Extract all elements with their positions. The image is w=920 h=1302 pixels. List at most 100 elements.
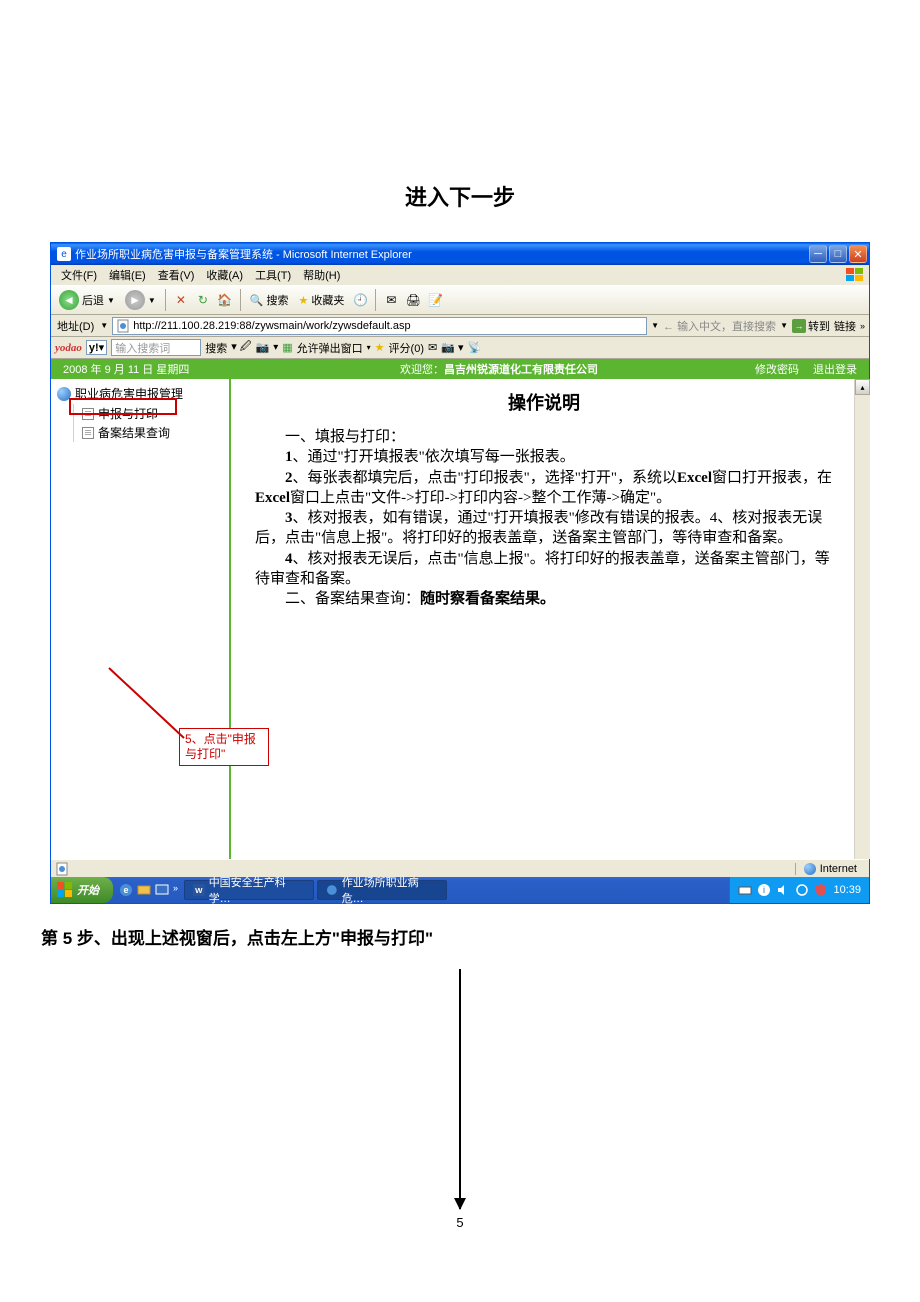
- svg-text:e: e: [123, 885, 128, 895]
- forward-button[interactable]: ►▼: [121, 288, 160, 312]
- section-1-heading: 一、填报与打印：: [255, 427, 833, 447]
- app-header: 2008 年 9 月 11 日 星期四 欢迎您：昌吉州锐源道化工有限责任公司 修…: [51, 359, 869, 379]
- ie-task-icon: [326, 884, 338, 896]
- step-2: 2、每张表都填完后，点击"打印报表"，选择"打开"，系统以Excel窗口打开报表…: [255, 468, 833, 509]
- page-icon: [116, 319, 130, 333]
- refresh-icon[interactable]: ↻: [193, 290, 213, 310]
- tray-volume-icon[interactable]: [776, 883, 790, 897]
- page-icon: [55, 862, 69, 876]
- welcome-text: 欢迎您：昌吉州锐源道化工有限责任公司: [243, 361, 755, 377]
- callout-text: 5、点击"申报与打印": [179, 728, 269, 766]
- statusbar: Internet: [51, 859, 869, 877]
- window-title: 作业场所职业病危害申报与备案管理系统 - Microsoft Internet …: [75, 246, 809, 262]
- yodao-rating[interactable]: 评分(0): [389, 340, 424, 356]
- tray-network-icon[interactable]: [795, 883, 809, 897]
- page-number: 5: [35, 1215, 885, 1230]
- minimize-button[interactable]: ─: [809, 245, 827, 263]
- clock: 10:39: [833, 884, 861, 896]
- menu-edit[interactable]: 编辑(E): [103, 265, 152, 285]
- instructions-title: 操作说明: [255, 389, 833, 415]
- menu-favorites[interactable]: 收藏(A): [200, 265, 249, 285]
- step-caption: 第 5 步、出现上述视窗后，点击左上方"申报与打印": [41, 924, 885, 949]
- close-button[interactable]: ✕: [849, 245, 867, 263]
- callout-annotation: 5、点击"申报与打印": [179, 728, 269, 766]
- highlight-box: [69, 398, 177, 415]
- ie-icon: e: [57, 247, 71, 261]
- system-tray: i 10:39: [729, 877, 869, 903]
- titlebar: e 作业场所职业病危害申报与备案管理系统 - Microsoft Interne…: [51, 243, 869, 265]
- yodao-screenshot-icon[interactable]: 📷: [256, 341, 270, 354]
- yodao-toolbar: yodao y!▾ 输入搜索词 搜索 ▾ 🖉 📷 ▾ ▦ 允许弹出窗口 ▾ ★ …: [51, 337, 869, 359]
- desktop-icon[interactable]: [155, 883, 169, 897]
- yodao-more-icon[interactable]: 📷 ▾: [441, 341, 463, 354]
- date-display: 2008 年 9 月 11 日 星期四: [63, 361, 243, 377]
- tree-item-query[interactable]: 备案结果查询: [82, 423, 223, 442]
- yodao-rating-icon[interactable]: ★: [375, 341, 385, 354]
- tray-keyboard-icon[interactable]: [738, 883, 752, 897]
- quick-launch: e »: [113, 883, 184, 897]
- doc-heading: 进入下一步: [35, 180, 885, 212]
- stop-icon[interactable]: ✕: [171, 290, 191, 310]
- sidebar: 职业病危害申报管理 申报与打印 备案结果查询: [51, 379, 231, 859]
- content-area: 2008 年 9 月 11 日 星期四 欢迎您：昌吉州锐源道化工有限责任公司 修…: [51, 359, 869, 859]
- yodao-popup-icon[interactable]: ▦: [282, 341, 292, 354]
- yodao-popup-label[interactable]: 允许弹出窗口: [297, 340, 363, 356]
- search-hint: ← 输入中文，直接搜索: [663, 318, 776, 334]
- yodao-mail-icon[interactable]: ✉: [428, 341, 437, 354]
- back-button[interactable]: ◄后退▼: [55, 288, 119, 312]
- windows-logo-icon: [57, 882, 73, 898]
- yodao-selector[interactable]: y!▾: [86, 340, 107, 355]
- internet-zone-icon: [804, 863, 816, 875]
- history-icon[interactable]: 🕘: [350, 290, 370, 310]
- favorites-button[interactable]: ★收藏夹: [295, 290, 349, 310]
- word-icon: W: [193, 884, 205, 896]
- document-icon: [82, 427, 94, 439]
- task-item-2[interactable]: 作业场所职业病危…: [317, 880, 447, 900]
- address-bar: 地址(D) ▼ http://211.100.28.219:88/zywsmai…: [51, 315, 869, 337]
- windows-flag-icon: [845, 267, 865, 283]
- maximize-button[interactable]: □: [829, 245, 847, 263]
- yodao-search-input[interactable]: 输入搜索词: [111, 339, 201, 356]
- arrow-down-icon: [459, 969, 461, 1209]
- yodao-rss-icon[interactable]: 📡: [468, 341, 482, 354]
- links-label[interactable]: 链接: [834, 318, 856, 334]
- logout-link[interactable]: 退出登录: [813, 361, 857, 377]
- security-zone: Internet: [795, 863, 865, 875]
- tray-shield-icon[interactable]: [814, 883, 828, 897]
- section-2: 二、备案结果查询：随时察看备案结果。: [255, 589, 833, 609]
- print-icon[interactable]: 🖨: [403, 290, 423, 310]
- search-button[interactable]: 🔍搜索: [246, 290, 293, 310]
- menu-file[interactable]: 文件(F): [55, 265, 103, 285]
- yodao-logo: yodao: [55, 342, 82, 354]
- menu-tools[interactable]: 工具(T): [249, 265, 297, 285]
- vertical-scrollbar[interactable]: ▴: [854, 379, 870, 859]
- step-3: 3、核对报表，如有错误，通过"打开填报表"修改有错误的报表。4、核对报表无误后，…: [255, 508, 833, 549]
- edit-icon[interactable]: 📝: [425, 290, 445, 310]
- task-item-1[interactable]: W 中国安全生产科学…: [184, 880, 314, 900]
- yodao-highlight-icon[interactable]: ▾ 🖉: [231, 338, 251, 357]
- zone-label: Internet: [820, 863, 857, 875]
- yodao-search-button[interactable]: 搜索: [205, 340, 227, 356]
- outlook-icon[interactable]: [137, 883, 151, 897]
- mail-icon[interactable]: ✉: [381, 290, 401, 310]
- tree-item-label: 备案结果查询: [98, 424, 170, 441]
- start-button[interactable]: 开始: [51, 877, 113, 903]
- menubar: 文件(F) 编辑(E) 查看(V) 收藏(A) 工具(T) 帮助(H): [51, 265, 869, 285]
- menu-help[interactable]: 帮助(H): [297, 265, 346, 285]
- home-icon[interactable]: 🏠: [215, 290, 235, 310]
- browser-window: e 作业场所职业病危害申报与备案管理系统 - Microsoft Interne…: [50, 242, 870, 904]
- menu-view[interactable]: 查看(V): [152, 265, 201, 285]
- address-label: 地址(D): [55, 318, 96, 334]
- taskbar: 开始 e » W 中国安全生产科学… 作业场所职业病危… i: [51, 877, 869, 903]
- svg-text:W: W: [195, 886, 203, 895]
- change-password-link[interactable]: 修改密码: [755, 361, 799, 377]
- ie-icon[interactable]: e: [119, 883, 133, 897]
- go-button[interactable]: →转到: [792, 318, 830, 334]
- scroll-up-button[interactable]: ▴: [855, 379, 870, 395]
- step-4: 4、核对报表无误后，点击"信息上报"。将打印好的报表盖章，送备案主管部门，等待审…: [255, 549, 833, 590]
- tray-info-icon[interactable]: i: [757, 883, 771, 897]
- url-text: http://211.100.28.219:88/zywsmain/work/z…: [133, 320, 410, 332]
- address-input[interactable]: http://211.100.28.219:88/zywsmain/work/z…: [112, 317, 647, 335]
- instructions-body: 一、填报与打印： 1、通过"打开填报表"依次填写每一张报表。 2、每张表都填完后…: [255, 427, 833, 609]
- toolbar: ◄后退▼ ►▼ ✕ ↻ 🏠 🔍搜索 ★收藏夹 🕘 ✉ 🖨 📝: [51, 285, 869, 315]
